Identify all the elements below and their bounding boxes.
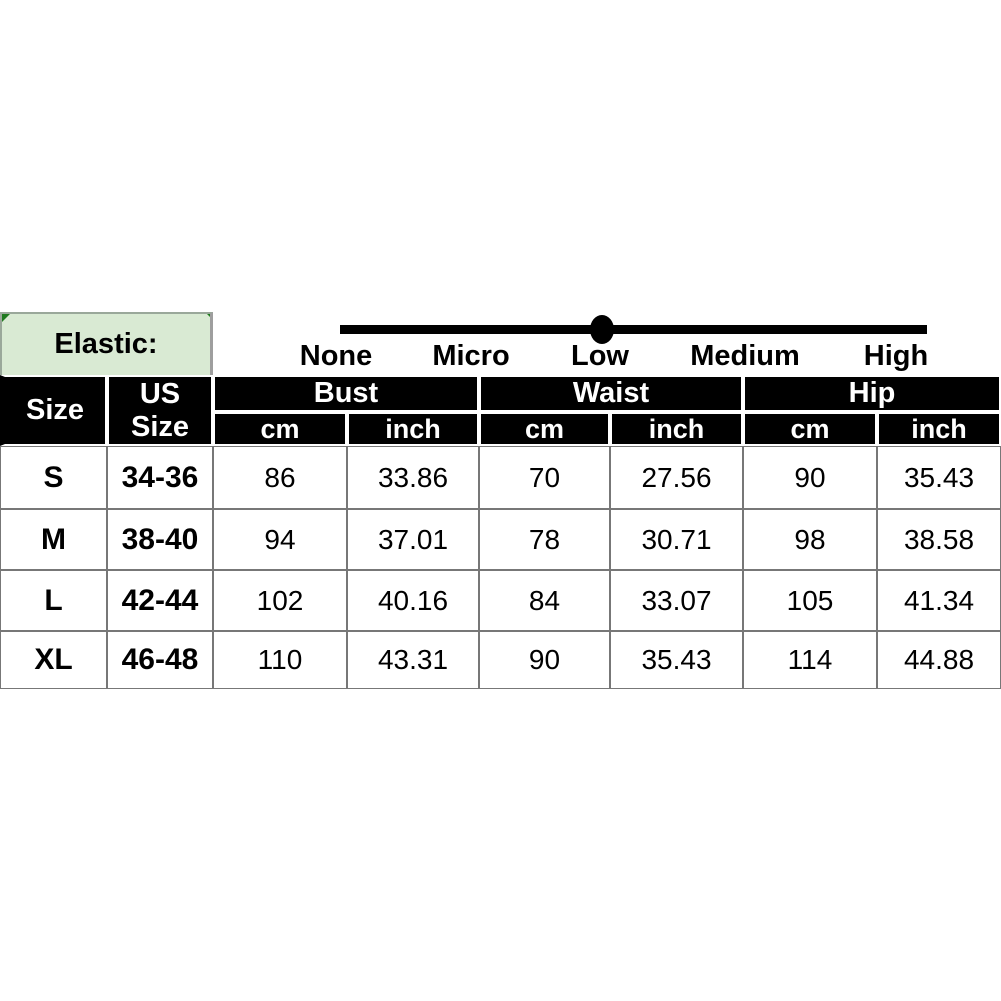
row-xl-hip-cm: 114 xyxy=(743,631,877,689)
elastic-slider-area: None Micro Low Medium High xyxy=(213,312,1001,375)
row-l-us-size-cell: 42-44 xyxy=(107,570,213,631)
size-chart: Elastic: None Micro Low Medium High Size… xyxy=(0,312,1001,689)
slider-track-line xyxy=(340,325,927,334)
header-us-size-cell: US Size xyxy=(107,375,213,446)
unit-bust-inch-cell: inch xyxy=(347,412,479,446)
unit-bust-cm-cell: cm xyxy=(213,412,347,446)
row-s-waist-inch: 27.56 xyxy=(610,446,743,509)
slider-level-micro: Micro xyxy=(432,340,510,372)
header-size-cell: Size xyxy=(0,375,107,446)
row-l-waist-cm: 84 xyxy=(479,570,610,631)
row-s-hip-inch: 35.43 xyxy=(877,446,1001,509)
row-m-size-cell: M xyxy=(0,509,107,570)
unit-hip-cm-cell: cm xyxy=(743,412,877,446)
row-s-bust-inch: 33.86 xyxy=(347,446,479,509)
row-m-hip-inch: 38.58 xyxy=(877,509,1001,570)
row-m-hip-cm: 98 xyxy=(743,509,877,570)
row-xl-waist-cm: 90 xyxy=(479,631,610,689)
row-s-size-cell: S xyxy=(0,446,107,509)
header-waist-cell: Waist xyxy=(479,375,743,412)
slider-thumb-dot xyxy=(590,315,614,344)
row-xl-hip-inch: 44.88 xyxy=(877,631,1001,689)
slider-level-low: Low xyxy=(571,340,629,372)
row-m-bust-cm: 94 xyxy=(213,509,347,570)
header-us-size-label: US Size xyxy=(130,377,190,443)
row-l-size-cell: L xyxy=(0,570,107,631)
elastic-label: Elastic: xyxy=(54,328,158,360)
row-l-hip-inch: 41.34 xyxy=(877,570,1001,631)
row-m-us-size-cell: 38-40 xyxy=(107,509,213,570)
header-hip-cell: Hip xyxy=(743,375,1001,412)
corner-mark-icon xyxy=(2,314,10,322)
row-l-bust-inch: 40.16 xyxy=(347,570,479,631)
row-m-waist-inch: 30.71 xyxy=(610,509,743,570)
row-m-waist-cm: 78 xyxy=(479,509,610,570)
row-s-bust-cm: 86 xyxy=(213,446,347,509)
unit-waist-inch-cell: inch xyxy=(610,412,743,446)
slider-level-medium: Medium xyxy=(690,340,800,372)
row-xl-bust-inch: 43.31 xyxy=(347,631,479,689)
unit-hip-inch-cell: inch xyxy=(877,412,1001,446)
row-l-bust-cm: 102 xyxy=(213,570,347,631)
corner-mark-icon xyxy=(206,314,210,322)
header-bust-cell: Bust xyxy=(213,375,479,412)
row-m-bust-inch: 37.01 xyxy=(347,509,479,570)
row-l-hip-cm: 105 xyxy=(743,570,877,631)
elastic-label-cell: Elastic: xyxy=(0,312,213,375)
unit-waist-cm-cell: cm xyxy=(479,412,610,446)
row-xl-bust-cm: 110 xyxy=(213,631,347,689)
row-xl-waist-inch: 35.43 xyxy=(610,631,743,689)
slider-level-high: High xyxy=(863,340,929,372)
size-chart-table: Elastic: None Micro Low Medium High Size… xyxy=(0,312,1001,689)
row-s-waist-cm: 70 xyxy=(479,446,610,509)
row-s-hip-cm: 90 xyxy=(743,446,877,509)
row-l-waist-inch: 33.07 xyxy=(610,570,743,631)
row-xl-us-size-cell: 46-48 xyxy=(107,631,213,689)
row-xl-size-cell: XL xyxy=(0,631,107,689)
slider-level-none: None xyxy=(299,340,373,372)
row-s-us-size-cell: 34-36 xyxy=(107,446,213,509)
